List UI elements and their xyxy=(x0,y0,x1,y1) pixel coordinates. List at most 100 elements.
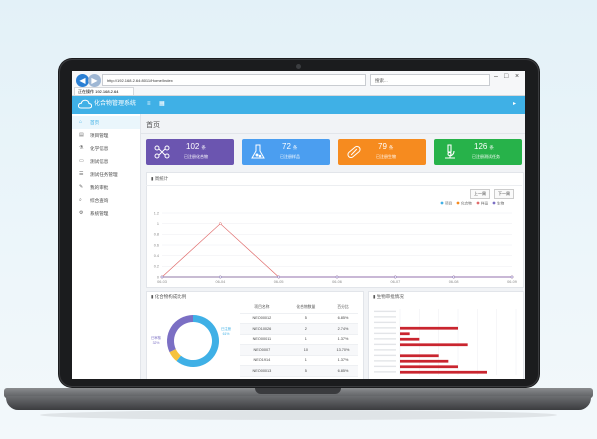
screen: ◀ ▶ http://192.168.2.64:8011/Home/Index … xyxy=(72,71,525,379)
panel-divider xyxy=(146,185,522,186)
table-cell: 1 xyxy=(283,334,328,345)
page-title: 首页 xyxy=(146,122,160,129)
card-label: 已注册样品 xyxy=(280,154,300,159)
close-icon[interactable]: × xyxy=(515,73,520,80)
slice-label: 61% xyxy=(223,332,230,336)
back-button[interactable]: ◀ xyxy=(76,74,89,87)
sidebar xyxy=(72,114,141,379)
beaker-icon xyxy=(251,144,265,159)
home-icon: ⌂ xyxy=(79,119,83,125)
grid-icon[interactable]: ▦ xyxy=(159,101,165,107)
webcam xyxy=(296,64,301,69)
briefcase-icon: ▤ xyxy=(79,132,84,138)
sidebar-item-7[interactable]: ⚙ 系统管理 xyxy=(72,207,140,220)
forward-button[interactable]: ▶ xyxy=(88,74,101,87)
laptop-notch xyxy=(255,388,341,394)
data-point xyxy=(277,275,281,279)
card-compounds[interactable]: 102 条 已注册化合物 xyxy=(146,139,234,165)
maximize-icon[interactable]: □ xyxy=(504,73,509,80)
table-cell: 1 xyxy=(283,355,328,366)
bar xyxy=(400,365,458,369)
bar xyxy=(400,370,487,374)
laptop-shadow xyxy=(40,410,557,420)
minimize-icon[interactable]: – xyxy=(494,73,498,80)
app-title: 化合物管理系统 xyxy=(94,101,137,107)
user-menu-icon[interactable]: ▸ xyxy=(513,101,517,107)
table-cell: 6.85% xyxy=(327,365,358,377)
table-cell: 13.70% xyxy=(327,344,358,356)
table-row: NEO1914 1 1.37% xyxy=(240,355,358,366)
sidebar-item-3[interactable]: ▭ 测试信息 xyxy=(72,155,140,168)
sidebar-item-label: 我的审批 xyxy=(90,185,109,190)
legend-swatch xyxy=(456,201,460,205)
table-cell: NEO00011 xyxy=(240,334,284,345)
sidebar-item-4[interactable]: ☰ 测试任务管理 xyxy=(72,168,140,181)
x-tick-label: 06-09 xyxy=(507,280,517,284)
card-label: 已注册化合物 xyxy=(184,154,208,159)
title-divider xyxy=(141,133,525,134)
pie-slice xyxy=(169,349,181,362)
sidebar-item-0[interactable]: ⌂ 首页 xyxy=(72,116,140,129)
data-point xyxy=(335,275,339,279)
y-tick-label: 0 xyxy=(157,275,159,279)
bar-label-placeholder xyxy=(374,310,396,313)
card-tasks[interactable]: 126 条 已注册测试任务 xyxy=(434,139,522,165)
browser-search-input[interactable]: 搜索... xyxy=(370,74,490,86)
legend-swatch xyxy=(440,201,444,205)
table-cell: 5 xyxy=(283,313,328,324)
data-point xyxy=(452,275,456,279)
table-header: 项目名称 化合物数量 百分比 xyxy=(240,303,358,314)
slice-label: 已注册 xyxy=(221,326,232,331)
table-row: NEO00012 5 6.85% xyxy=(240,313,358,324)
legend-label: 生物 xyxy=(497,200,505,205)
app-header xyxy=(72,96,525,114)
gear-icon: ⚙ xyxy=(79,210,84,216)
browser-tab[interactable]: 正在操作 192.168.2.64 xyxy=(74,87,134,95)
address-bar[interactable]: http://192.168.2.64:8011/Home/Index xyxy=(102,74,366,86)
project-table: 项目名称 化合物数量 百分比 NEO00012 5 6.85% NEO10026 2 2.74… xyxy=(240,303,358,377)
weekly-line-chart: 0 0.2 0.4 0.6 0.8 1 1.2 06-03 06-04 06-05 06-06 06-… xyxy=(154,200,517,284)
approval-title: ▮ 生物审批情况 xyxy=(373,294,404,299)
sidebar-item-label: 综合查询 xyxy=(90,198,109,203)
sidebar-item-1[interactable]: ▤ 项目管理 xyxy=(72,129,140,142)
sidebar-item-2[interactable]: ⚗ 化学信息 xyxy=(72,142,140,155)
table-cell: 5 xyxy=(283,365,328,377)
flask-icon: ⚗ xyxy=(79,145,84,151)
data-point xyxy=(393,275,397,279)
data-point xyxy=(218,275,222,279)
card-biologics[interactable]: 79 条 已注册生物 xyxy=(338,139,426,165)
microscope-icon xyxy=(445,144,455,159)
bar-label-placeholder xyxy=(374,365,396,368)
table-cell: 6.85% xyxy=(327,313,358,324)
bar-label-placeholder xyxy=(374,371,396,373)
search-icon: ⌕ xyxy=(79,197,82,203)
legend-label: 项目 xyxy=(445,200,452,205)
slice-label: 已审核 xyxy=(151,335,162,340)
legend-swatch xyxy=(476,201,480,205)
weekly-stats-title: ▮ 周统计 xyxy=(151,176,169,181)
next-week-button[interactable]: 下一周 xyxy=(494,189,514,199)
prev-week-button[interactable]: 上一周 xyxy=(470,189,490,199)
x-tick-label: 06-05 xyxy=(274,280,284,284)
column-header: 化合物数量 xyxy=(283,303,328,314)
card-samples[interactable]: 72 条 已注册样品 xyxy=(242,139,330,165)
table-cell: 2.74% xyxy=(327,323,358,335)
card-value: 126 xyxy=(474,142,488,151)
x-tick-label: 06-03 xyxy=(157,280,167,284)
table-row: NEO10026 2 2.74% xyxy=(240,323,358,335)
bar xyxy=(400,332,410,336)
card-unit: 条 xyxy=(201,145,206,150)
sidebar-item-label: 化学信息 xyxy=(90,146,109,151)
table-row: NEO0007 10 13.70% xyxy=(240,344,358,356)
menu-toggle-icon[interactable]: ≡ xyxy=(147,101,151,107)
sidebar-item-6[interactable]: ⌕ 综合查询 xyxy=(72,194,140,207)
bar xyxy=(400,326,458,330)
sidebar-item-5[interactable]: ✎ 我的审批 xyxy=(72,181,140,194)
card-unit: 条 xyxy=(388,145,394,150)
sidebar-item-label: 测试任务管理 xyxy=(90,172,118,177)
document-icon: ▭ xyxy=(79,158,84,164)
bar-label-placeholder xyxy=(374,321,396,324)
laptop-base xyxy=(6,396,591,410)
pie-slice xyxy=(167,315,193,353)
molecule-icon xyxy=(154,145,170,159)
